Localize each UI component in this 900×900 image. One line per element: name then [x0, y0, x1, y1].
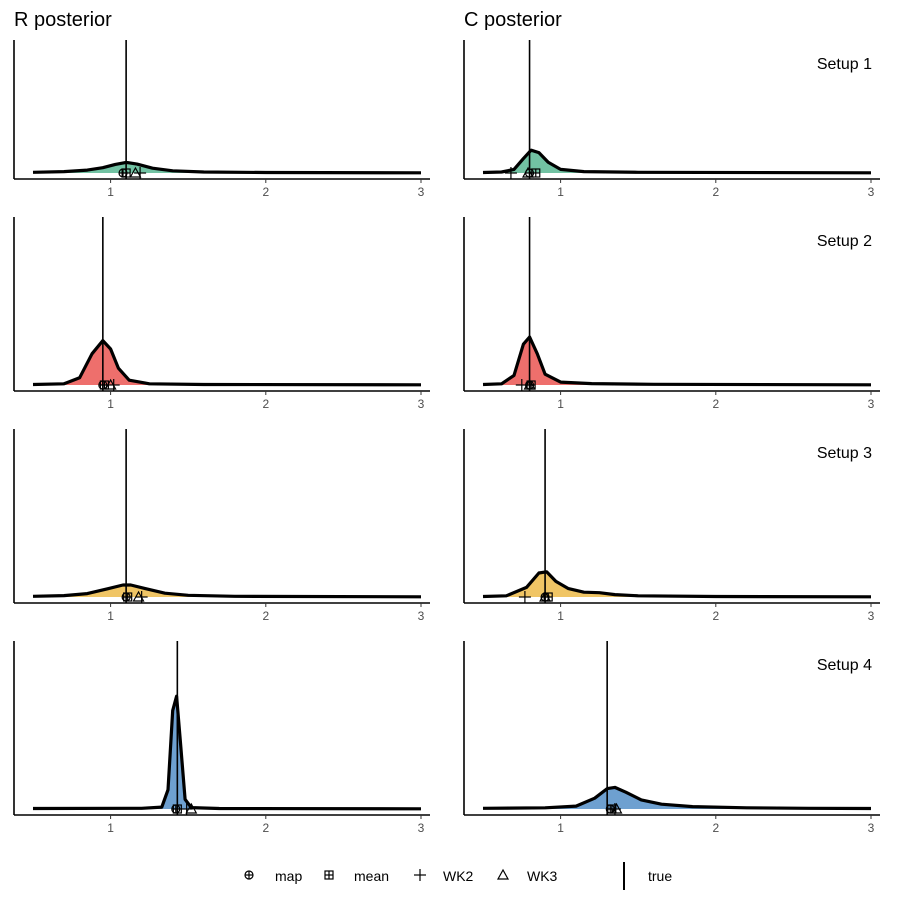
x-tick-label: 1	[107, 821, 114, 835]
density-curve	[32, 160, 422, 175]
legend-symbol-mean	[324, 870, 334, 880]
estimate-marker-wk2	[518, 591, 531, 603]
x-tick-label: 2	[262, 397, 269, 411]
panel-r-posterior-setup-3: 1 2 3	[13, 429, 430, 623]
density-curve	[482, 335, 872, 387]
x-tick-label: 1	[557, 185, 564, 199]
legend-item-wk3: WK3	[496, 868, 558, 884]
x-tick-label: 2	[712, 609, 719, 623]
density-fill	[33, 585, 421, 597]
x-tick-label: 3	[418, 609, 425, 623]
panel-c-posterior-setup-3: 1 2 3 Setup 3	[463, 429, 880, 623]
panel-c-posterior-setup-1: 1 2 3 Setup 1	[463, 40, 880, 199]
x-tick-label: 3	[418, 185, 425, 199]
panel-r-posterior-setup-2: 1 2 3	[13, 217, 430, 411]
x-tick-label: 3	[868, 185, 875, 199]
x-tick-label: 2	[262, 609, 269, 623]
legend: map mean WK2 WK3 true	[244, 862, 672, 890]
x-tick-label: 1	[557, 821, 564, 835]
density-curve	[32, 339, 422, 387]
x-tick-label: 2	[262, 185, 269, 199]
setup-label: Setup 2	[817, 233, 872, 250]
x-tick-label: 2	[712, 821, 719, 835]
x-tick-label: 1	[557, 397, 564, 411]
density-curve	[482, 148, 872, 175]
legend-symbol-wk3	[496, 868, 510, 880]
estimate-marker-mean	[123, 592, 133, 602]
panel-c-posterior-setup-4: 1 2 3 Setup 4	[463, 641, 880, 835]
x-tick-label: 1	[107, 397, 114, 411]
estimate-marker-wk3	[132, 590, 145, 602]
legend-label: WK3	[527, 868, 558, 884]
x-tick-label: 3	[868, 609, 875, 623]
setup-label: Setup 1	[817, 56, 872, 73]
estimate-marker-wk3	[185, 802, 198, 814]
column-title-r: R posterior	[14, 9, 112, 31]
legend-item-mean: mean	[324, 868, 389, 884]
estimate-marker-wk2	[504, 167, 517, 179]
legend-label: map	[275, 868, 302, 884]
legend-label-true: true	[648, 868, 672, 884]
x-tick-label: 3	[418, 397, 425, 411]
estimate-marker-wk3	[610, 802, 623, 814]
density-fill	[483, 150, 871, 173]
estimate-marker-mean	[121, 168, 131, 178]
setup-label: Setup 4	[817, 657, 872, 674]
estimate-marker-wk2	[515, 379, 528, 391]
density-curve	[482, 785, 872, 811]
legend-symbol-wk2	[414, 869, 426, 881]
density-fill	[33, 696, 421, 809]
density-fill	[33, 340, 421, 385]
estimate-marker-mean	[531, 168, 541, 178]
density-curve	[32, 583, 422, 599]
estimate-marker-wk3	[104, 378, 117, 390]
legend-item-true: true	[623, 862, 672, 890]
estimate-marker-wk3	[539, 590, 552, 602]
column-title-c: C posterior	[464, 9, 562, 31]
estimate-marker-wk3	[129, 166, 142, 178]
density-curve	[482, 570, 872, 599]
estimate-marker-wk3	[521, 166, 535, 178]
density-fill	[483, 571, 871, 597]
panel-c-posterior-setup-2: 1 2 3 Setup 2	[463, 217, 880, 411]
x-tick-label: 1	[107, 609, 114, 623]
x-tick-label: 3	[418, 821, 425, 835]
legend-label: WK2	[443, 868, 474, 884]
legend-label: mean	[354, 868, 389, 884]
x-tick-label: 3	[868, 397, 875, 411]
x-tick-label: 1	[107, 185, 114, 199]
x-tick-label: 2	[712, 397, 719, 411]
density-curve	[32, 694, 422, 811]
estimate-marker-wk3	[523, 378, 536, 390]
x-tick-label: 3	[868, 821, 875, 835]
legend-item-map: map	[244, 868, 302, 884]
legend-symbol-map	[244, 870, 254, 880]
x-tick-label: 1	[557, 609, 564, 623]
x-tick-label: 2	[262, 821, 269, 835]
panel-r-posterior-setup-1: 1 2 3	[13, 40, 430, 199]
panel-r-posterior-setup-4: 1 2 3	[13, 641, 430, 835]
legend-item-wk2: WK2	[414, 868, 474, 884]
setup-label: Setup 3	[817, 445, 872, 462]
x-tick-label: 2	[712, 185, 719, 199]
